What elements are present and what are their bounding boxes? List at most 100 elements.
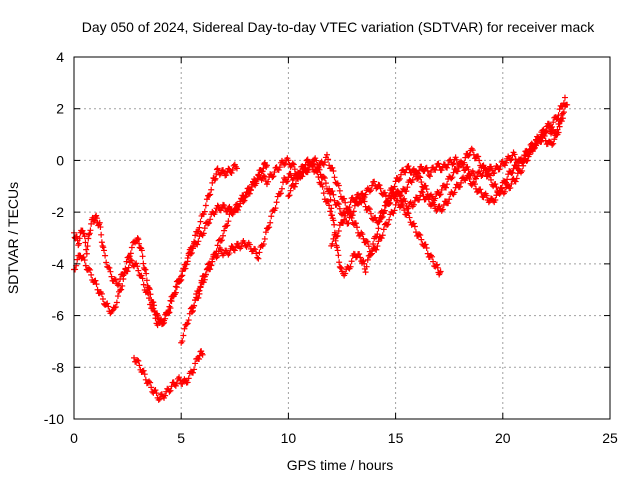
data-point: [391, 207, 398, 214]
data-point: [220, 232, 227, 239]
series-arc-8: [328, 110, 566, 249]
data-point: [446, 196, 453, 203]
data-point: [455, 164, 462, 171]
data-point: [348, 258, 355, 265]
data-point: [167, 387, 174, 394]
data-point: [151, 302, 158, 309]
data-point: [223, 172, 230, 179]
data-point: [184, 255, 191, 262]
data-point: [481, 164, 488, 171]
data-point: [429, 253, 436, 260]
data-point: [346, 204, 353, 211]
data-point: [201, 276, 208, 283]
data-point: [325, 156, 332, 163]
data-point: [544, 120, 551, 127]
data-point: [310, 160, 317, 167]
data-point: [127, 257, 134, 264]
data-point: [503, 159, 510, 166]
data-point: [82, 239, 89, 246]
data-point: [277, 190, 284, 197]
data-point: [402, 169, 409, 176]
data-point: [445, 200, 452, 207]
data-point: [347, 263, 354, 270]
data-point: [405, 210, 412, 217]
data-point: [426, 173, 433, 180]
data-point: [140, 367, 147, 374]
data-point: [435, 160, 442, 167]
data-point: [336, 205, 343, 212]
data-point: [221, 202, 228, 209]
data-point: [454, 168, 461, 175]
data-points: [71, 94, 571, 403]
data-point: [196, 290, 203, 297]
data-point: [419, 189, 426, 196]
data-point: [112, 304, 119, 311]
data-point: [81, 233, 88, 240]
data-point: [328, 212, 335, 219]
series-arc-1: [71, 161, 240, 327]
data-point: [223, 222, 230, 229]
data-point: [135, 236, 142, 243]
data-point: [418, 179, 425, 186]
y-tick-label: -8: [52, 359, 65, 375]
data-point: [188, 309, 195, 316]
data-point: [436, 163, 443, 170]
data-point: [159, 320, 166, 327]
data-point: [303, 169, 310, 176]
data-point: [166, 388, 173, 395]
data-point: [183, 321, 190, 328]
data-point: [281, 175, 288, 182]
data-point: [418, 188, 425, 195]
data-point: [214, 202, 221, 209]
data-point: [189, 369, 196, 376]
data-point: [188, 249, 195, 256]
data-point: [87, 227, 94, 234]
data-point: [364, 238, 371, 245]
data-point: [330, 191, 337, 198]
data-point: [545, 123, 552, 130]
x-tick-label: 0: [70, 430, 78, 446]
data-point: [166, 303, 173, 310]
data-point: [375, 238, 382, 245]
data-point: [113, 299, 120, 306]
data-point: [386, 200, 393, 207]
data-point: [241, 194, 248, 201]
data-point: [207, 216, 214, 223]
data-point: [93, 212, 100, 219]
data-point: [125, 264, 132, 271]
data-point: [178, 273, 185, 280]
data-point: [382, 193, 389, 200]
data-point: [395, 177, 402, 184]
data-point: [492, 197, 499, 204]
data-point: [334, 232, 341, 239]
data-point: [93, 215, 100, 222]
data-point: [483, 192, 490, 199]
data-point: [106, 264, 113, 271]
data-point: [503, 179, 510, 186]
y-axis-label: SDTVAR / TECUs: [5, 182, 21, 294]
data-point: [493, 184, 500, 191]
data-point: [201, 208, 208, 215]
data-point: [105, 303, 112, 310]
data-point: [100, 244, 107, 251]
data-point: [342, 199, 349, 206]
data-point: [550, 119, 557, 126]
data-point: [183, 261, 190, 268]
data-point: [286, 192, 293, 199]
data-point: [374, 243, 381, 250]
data-point: [367, 210, 374, 217]
data-point: [515, 162, 522, 169]
data-point: [367, 187, 374, 194]
data-point: [329, 188, 336, 195]
data-point: [150, 299, 157, 306]
data-point: [72, 266, 79, 273]
data-point: [254, 176, 261, 183]
data-point: [417, 174, 424, 181]
data-point: [179, 380, 186, 387]
data-point: [270, 173, 277, 180]
data-point: [135, 357, 142, 364]
data-point: [304, 166, 311, 173]
data-point: [87, 266, 94, 273]
data-point: [181, 325, 188, 332]
axis-ticks: [73, 56, 611, 420]
